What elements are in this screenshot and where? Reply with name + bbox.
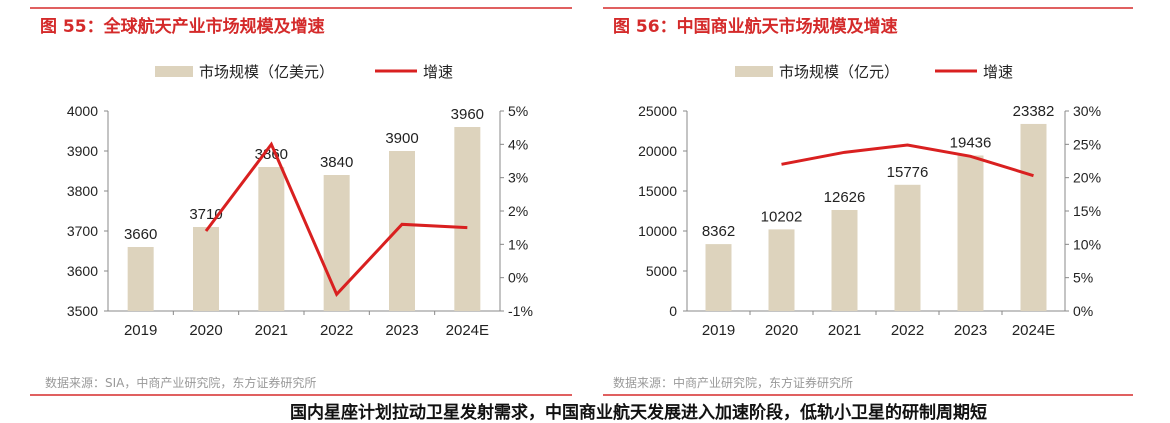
x-tick-label: 2023	[954, 322, 987, 339]
x-tick-label: 2020	[189, 322, 222, 339]
bar	[957, 155, 984, 311]
bar	[258, 167, 285, 311]
bar-value-label: 3900	[385, 130, 418, 147]
source-note-55: 数据来源：SIA，中商产业研究院，东方证券研究所	[45, 376, 317, 390]
y2-tick-label: 5%	[1073, 270, 1093, 286]
bar	[768, 229, 795, 311]
body-text: 国内星座计划拉动卫星发射需求，中国商业航天发展进入加速阶段，低轨小卫星的研制周期…	[290, 403, 987, 423]
top-rule-left	[30, 7, 572, 9]
y2-tick-label: 20%	[1073, 170, 1101, 186]
legend-bar-label: 市场规模（亿元）	[779, 64, 899, 81]
bar-value-label: 3960	[451, 106, 484, 123]
y-tick-label: 20000	[638, 143, 677, 159]
y-tick-label: 0	[669, 303, 677, 319]
x-tick-label: 2021	[255, 322, 288, 339]
source-note-56: 数据来源：中商产业研究院，东方证券研究所	[613, 376, 854, 390]
x-tick-label: 2021	[828, 322, 861, 339]
x-tick-label: 2022	[891, 322, 924, 339]
bar	[389, 151, 415, 311]
y2-tick-label: 2%	[508, 203, 528, 219]
bar	[127, 247, 154, 311]
y2-tick-label: 25%	[1073, 136, 1101, 152]
y2-tick-label: 3%	[508, 170, 528, 186]
chart-global-space: 市场规模（亿美元） 增速 3500 3600 3700 3800 3900 4000 -1% 0%…	[67, 64, 533, 339]
bar-value-label: 15776	[887, 164, 929, 181]
x-tick-label: 2024E	[1012, 322, 1055, 339]
top-rule-right	[603, 7, 1133, 9]
x-tick-label: 2020	[765, 322, 798, 339]
y-tick-label: 10000	[638, 223, 677, 239]
y-tick-label: 3500	[67, 303, 98, 319]
bar-value-label: 10202	[761, 208, 803, 225]
y-tick-label: 3600	[67, 263, 98, 279]
bar-value-label: 12626	[824, 189, 866, 206]
y-tick-label: 3800	[67, 183, 98, 199]
bar-value-label: 3660	[124, 226, 157, 243]
x-tick-label: 2019	[124, 322, 157, 339]
growth-line	[781, 143, 1034, 178]
x-tick-label: 2022	[320, 322, 353, 339]
bar	[193, 227, 219, 311]
y2-tick-label: 0%	[508, 270, 528, 286]
x-tick-label: 2024E	[446, 322, 489, 339]
y-tick-label: 15000	[638, 183, 677, 199]
chart-title-55: 图 55：全球航天产业市场规模及增速	[40, 17, 325, 37]
y-tick-label: 5000	[646, 263, 677, 279]
y2-tick-label: -1%	[508, 303, 533, 319]
bar	[323, 175, 350, 311]
bar	[894, 184, 921, 311]
chart-china-commercial-space: 市场规模（亿元） 增速 0 5000 10000 15000 20000 25000 0% 5% 1…	[638, 64, 1101, 339]
bar	[705, 244, 732, 311]
bar-value-label: 8362	[702, 223, 735, 240]
bar-value-label: 3860	[255, 146, 288, 163]
legend-bar-label: 市场规模（亿美元）	[199, 64, 334, 81]
bar	[1020, 123, 1047, 311]
chart-title-56: 图 56：中国商业航天市场规模及增速	[613, 17, 898, 37]
x-tick-label: 2019	[702, 322, 735, 339]
legend-bar-swatch	[155, 66, 193, 77]
bar-value-label: 23382	[1013, 103, 1055, 120]
y2-tick-label: 30%	[1073, 103, 1101, 119]
y2-tick-label: 4%	[508, 136, 528, 152]
bottom-rule-right	[603, 394, 1133, 396]
bottom-rule-left	[30, 394, 572, 396]
legend-bar-swatch	[735, 66, 773, 77]
y2-tick-label: 0%	[1073, 303, 1093, 319]
y-tick-label: 4000	[67, 103, 98, 119]
y-tick-label: 3900	[67, 143, 98, 159]
y-tick-label: 3700	[67, 223, 98, 239]
y-tick-label: 25000	[638, 103, 677, 119]
y2-tick-label: 1%	[508, 236, 528, 252]
bar	[454, 127, 481, 311]
bar-value-label: 19436	[950, 135, 992, 152]
bar	[831, 209, 858, 311]
y2-tick-label: 10%	[1073, 236, 1101, 252]
y2-tick-label: 15%	[1073, 203, 1101, 219]
y2-tick-label: 5%	[508, 103, 528, 119]
legend-line-label: 增速	[983, 64, 1013, 81]
x-tick-label: 2023	[385, 322, 418, 339]
bar-value-label: 3840	[320, 154, 353, 171]
growth-line	[204, 141, 468, 298]
legend-line-label: 增速	[423, 64, 453, 81]
